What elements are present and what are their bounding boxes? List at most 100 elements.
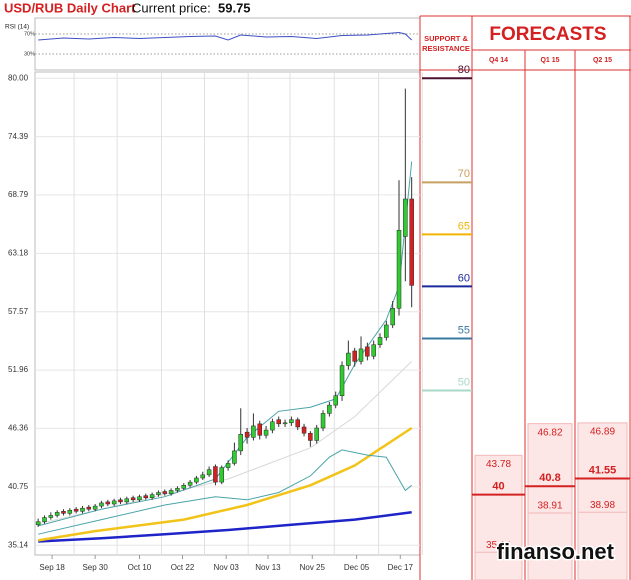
candle-body — [403, 198, 408, 237]
candle-body — [295, 419, 300, 428]
y-tick-label: 80.00 — [8, 73, 29, 82]
overlay-line — [38, 511, 412, 543]
candle-body — [314, 427, 319, 441]
rsi-line — [38, 31, 413, 41]
overlay-line — [38, 361, 413, 525]
candle-body — [156, 492, 161, 495]
candle-body — [80, 507, 85, 512]
y-tick-label: 40.75 — [8, 482, 29, 491]
candle-body — [54, 512, 60, 516]
overlay-line — [37, 426, 413, 542]
candle-body — [339, 365, 345, 396]
forecast-range — [577, 422, 628, 580]
x-tick-label: Dec 05 — [344, 563, 370, 572]
candle-body — [168, 490, 174, 494]
candle-body — [251, 425, 256, 438]
candle-body — [194, 477, 199, 483]
rsi-label: RSI (14) — [5, 24, 29, 31]
sr-label: 70 — [458, 168, 470, 180]
forecast-high: 46.82 — [537, 427, 562, 438]
forecast-low-label: 38.98 — [590, 500, 615, 511]
x-tick-label: Nov 25 — [300, 563, 326, 572]
current-price: 59.75 — [218, 0, 251, 15]
price-label: Current price: — [132, 0, 211, 15]
candle-body — [143, 495, 149, 498]
chart-title: USD/RUB Daily Chart — [4, 0, 136, 15]
candle-body — [48, 515, 54, 518]
candle-body — [238, 434, 243, 452]
candle-body — [149, 494, 155, 498]
sr-title: SUPPORT & — [424, 34, 468, 43]
candle-body — [99, 502, 104, 507]
forecast-period: Q1 15 — [540, 57, 559, 64]
forecast-low-label: 38.91 — [537, 501, 562, 512]
candle-body — [396, 229, 402, 309]
candle-body — [175, 488, 180, 491]
candle-body — [270, 421, 275, 431]
forecasts-title: FORECASTS — [489, 24, 606, 45]
candle-body — [365, 346, 370, 357]
candle-body — [67, 509, 73, 514]
candle-body — [232, 450, 237, 464]
watermark: finanso.net — [497, 539, 615, 564]
sr-label: 55 — [458, 324, 470, 336]
candle-body — [219, 467, 225, 483]
candle-body — [308, 432, 313, 441]
candle-body — [276, 419, 281, 425]
candle-body — [130, 497, 136, 501]
sr-label: 60 — [458, 272, 470, 284]
candle-body — [61, 511, 66, 514]
candle-body — [358, 348, 364, 362]
candle-body — [124, 498, 130, 503]
forecast-mean-label: 40 — [492, 481, 504, 493]
candle-body — [42, 517, 47, 522]
candle-body — [92, 505, 98, 510]
candle-body — [282, 422, 288, 425]
y-tick-label: 68.79 — [8, 190, 29, 199]
rsi-tick-label: 70% — [24, 31, 35, 37]
rsi-tick-label: 30% — [24, 51, 35, 57]
candle-body — [225, 463, 231, 468]
candle-body — [390, 308, 395, 326]
candle-body — [137, 496, 142, 501]
x-tick-label: Oct 10 — [128, 563, 152, 572]
y-tick-label: 74.39 — [8, 132, 29, 141]
forecast-range — [474, 454, 523, 580]
overlay-line — [38, 161, 413, 527]
y-tick-label: 46.36 — [8, 424, 29, 433]
forecast-mean-label: 41.55 — [589, 464, 617, 476]
candle-body — [73, 508, 79, 512]
y-tick-label: 57.57 — [8, 307, 29, 316]
candle-body — [86, 506, 92, 510]
candle-body — [346, 352, 351, 366]
sr-label: 50 — [458, 376, 470, 388]
y-tick-label: 51.96 — [8, 365, 29, 374]
candle-body — [187, 481, 193, 486]
rsi-frame — [34, 17, 421, 71]
candle-body — [181, 485, 187, 489]
forecast-period: Q4 14 — [489, 57, 508, 64]
candle-body — [352, 350, 357, 362]
plot-frame — [34, 71, 421, 556]
candle-body — [105, 501, 111, 505]
candle-body — [320, 413, 326, 429]
candle-body — [111, 500, 117, 505]
forecast-low-label: 35.14 — [486, 540, 511, 551]
candle-body — [301, 426, 307, 434]
candle-body — [377, 337, 383, 345]
candle-body — [244, 431, 250, 438]
candle-body — [263, 429, 269, 436]
candle-body — [118, 499, 123, 503]
candle-body — [213, 466, 218, 483]
candle-body — [371, 344, 376, 357]
forecast-period: Q2 15 — [593, 57, 612, 64]
sr-label: 80 — [458, 64, 470, 76]
candle-body — [289, 419, 294, 424]
candle-body — [206, 469, 212, 476]
sr-title: RESISTANCE — [422, 44, 470, 53]
right-panel — [419, 15, 631, 580]
candle-body — [327, 404, 332, 414]
candle-body — [384, 324, 389, 338]
y-tick-label: 63.18 — [8, 248, 29, 257]
